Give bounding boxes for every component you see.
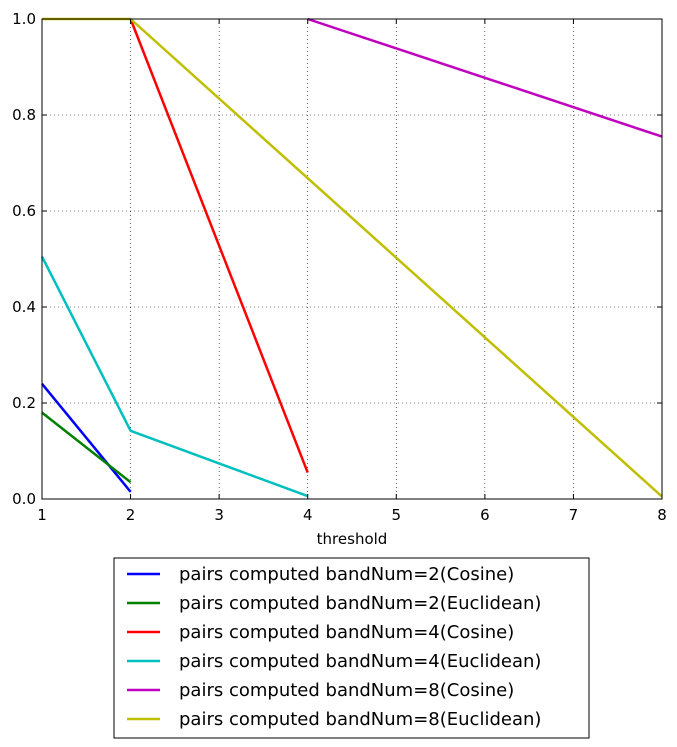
series-line xyxy=(41,411,132,484)
y-tick-label: 0.6 xyxy=(12,202,36,220)
legend-label: pairs computed bandNum=4(Cosine) xyxy=(179,622,514,643)
x-tick-label: 5 xyxy=(392,506,402,524)
x-tick-label: 4 xyxy=(303,506,313,524)
x-tick-label: 6 xyxy=(480,506,490,524)
series-line xyxy=(40,256,309,498)
y-tick-label: 0.2 xyxy=(12,394,36,412)
series-line xyxy=(42,17,663,498)
series-line xyxy=(307,17,663,138)
x-tick-label: 1 xyxy=(37,506,47,524)
plot-frame xyxy=(41,18,663,500)
x-tick-label: 3 xyxy=(214,506,224,524)
axis-ticks: 1 2 3 4 5 6 7 8 0.0 0.2 0.4 0.6 0.8 1.0 xyxy=(12,10,667,524)
y-tick-label: 1.0 xyxy=(12,10,36,28)
y-tick-label: 0.0 xyxy=(12,490,36,508)
x-axis-label: threshold xyxy=(317,530,388,548)
legend-label: pairs computed bandNum=8(Euclidean) xyxy=(179,709,541,730)
y-tick-label: 0.4 xyxy=(12,298,36,316)
legend-label: pairs computed bandNum=2(Euclidean) xyxy=(179,593,541,614)
series-lines xyxy=(40,17,663,498)
series-line xyxy=(129,18,309,474)
x-tick-label: 2 xyxy=(126,506,136,524)
series-line xyxy=(41,383,132,493)
grid xyxy=(41,18,663,500)
x-tick-label: 7 xyxy=(569,506,579,524)
legend-label: pairs computed bandNum=8(Cosine) xyxy=(179,680,514,701)
legend-frame xyxy=(113,557,590,739)
x-tick-label: 8 xyxy=(657,506,667,524)
y-tick-label: 0.8 xyxy=(12,106,36,124)
legend-label: pairs computed bandNum=2(Cosine) xyxy=(179,564,514,585)
legend-label: pairs computed bandNum=4(Euclidean) xyxy=(179,651,541,672)
legend: pairs computed bandNum=2(Cosine) pairs co… xyxy=(113,557,590,739)
